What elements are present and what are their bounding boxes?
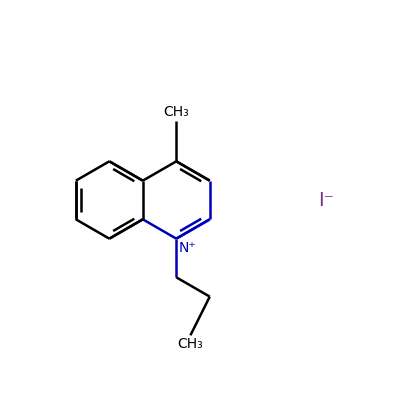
Text: CH₃: CH₃ bbox=[164, 105, 189, 119]
Text: CH₃: CH₃ bbox=[178, 337, 203, 351]
Text: N⁺: N⁺ bbox=[178, 241, 196, 255]
Text: I⁻: I⁻ bbox=[318, 190, 334, 210]
